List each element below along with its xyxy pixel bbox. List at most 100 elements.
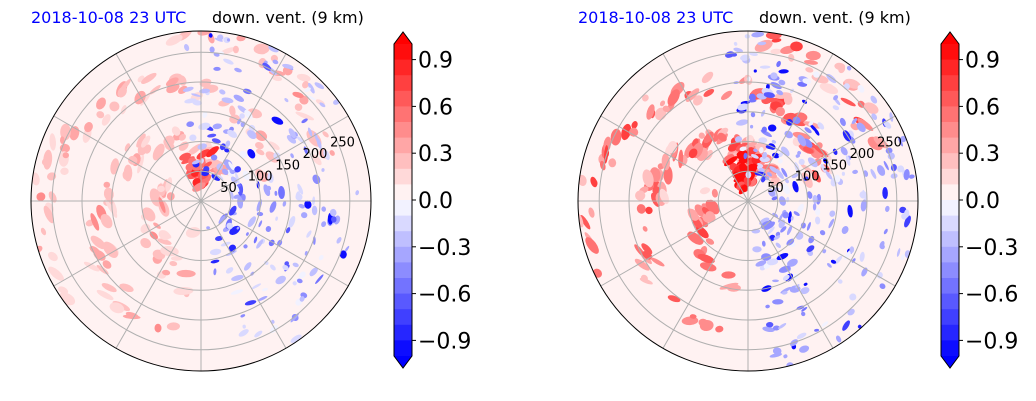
negative-cell — [758, 147, 764, 154]
negative-cell — [278, 186, 285, 199]
negative-cell — [778, 265, 791, 273]
positive-cell — [688, 148, 698, 159]
negative-cell — [767, 226, 775, 235]
negative-cell — [889, 112, 894, 122]
negative-cell — [270, 264, 276, 271]
panel-title-date: 2018-10-08 23 UTC — [31, 8, 187, 27]
positive-cell — [812, 144, 829, 157]
positive-cell — [857, 118, 874, 131]
negative-cell — [758, 137, 768, 144]
colorbar-level — [394, 324, 412, 341]
positive-cell — [144, 144, 152, 154]
radial-tick-label: 100 — [248, 170, 273, 185]
negative-cell — [750, 154, 759, 159]
negative-cell — [209, 46, 215, 53]
right-panel: 2018-10-08 23 UTC down. vent. (9 km) 50 1… — [547, 0, 1036, 401]
positive-cell — [109, 101, 120, 112]
negative-cell — [235, 172, 240, 185]
positive-cell — [101, 114, 111, 126]
colorbar-tick-label: 0.6 — [418, 95, 453, 120]
positive-cell — [788, 53, 795, 62]
positive-cell — [662, 105, 670, 113]
negative-cell — [225, 267, 234, 274]
negative-cell — [225, 165, 237, 173]
positive-cell — [873, 136, 889, 149]
grid-spoke — [662, 53, 749, 202]
negative-cell — [210, 154, 218, 161]
negative-cell — [336, 237, 342, 244]
colorbar-level — [941, 324, 959, 341]
negative-cell — [776, 253, 789, 261]
positive-cell — [838, 65, 846, 74]
negative-cell — [292, 281, 297, 286]
negative-cell — [262, 287, 268, 292]
negative-cell — [896, 248, 901, 257]
negative-cell — [856, 122, 866, 133]
negative-cell — [781, 167, 788, 178]
positive-cell — [96, 289, 114, 301]
positive-cell — [60, 123, 71, 141]
negative-cell — [775, 242, 781, 248]
colorbar-tick-label: 0.3 — [418, 142, 453, 167]
positive-cell — [705, 211, 716, 223]
negative-cell — [318, 255, 324, 261]
positive-cell — [302, 81, 309, 89]
negative-cell — [770, 72, 778, 80]
negative-cell — [292, 262, 299, 268]
negative-cell — [765, 304, 770, 309]
negative-cell — [239, 150, 247, 159]
grid-spoke — [747, 53, 834, 202]
positive-cell — [646, 104, 655, 120]
negative-cell — [744, 34, 751, 39]
negative-cell — [323, 149, 330, 161]
negative-cell — [192, 100, 202, 106]
negative-cell — [900, 254, 905, 261]
negative-cell — [236, 226, 240, 230]
positive-cell — [721, 90, 733, 101]
negative-cell — [244, 300, 257, 306]
negative-cell — [771, 139, 777, 144]
negative-cell — [800, 222, 806, 229]
negative-cell — [870, 95, 878, 104]
positive-cell — [90, 235, 106, 250]
positive-cell — [802, 146, 814, 154]
grid-spoke — [53, 200, 202, 287]
negative-cell — [781, 183, 790, 195]
negative-cell — [834, 255, 843, 265]
positive-cell — [31, 172, 40, 186]
negative-cell — [798, 158, 805, 165]
positive-cell — [578, 174, 587, 186]
positive-cell — [621, 123, 632, 141]
positive-cell — [689, 314, 697, 319]
negative-cell — [743, 152, 748, 160]
negative-cell — [861, 267, 868, 277]
radial-tick-label: 250 — [330, 136, 355, 151]
colorbar-level — [394, 215, 412, 232]
colorbar-level — [941, 246, 959, 263]
positive-cell — [140, 92, 151, 106]
positive-cell — [157, 238, 172, 245]
negative-cell — [329, 208, 337, 217]
negative-cell — [837, 279, 843, 284]
colorbar-level — [941, 168, 959, 185]
negative-cell — [803, 138, 813, 148]
negative-cell — [233, 94, 245, 102]
negative-cell — [801, 307, 808, 312]
colorbar-level — [941, 184, 959, 201]
negative-cell — [812, 203, 817, 211]
negative-cell — [228, 161, 235, 171]
negative-cell — [268, 45, 279, 53]
negative-cell — [785, 178, 789, 184]
negative-cell — [797, 203, 804, 214]
negative-cell — [331, 216, 337, 223]
grid-spoke — [747, 200, 896, 287]
positive-cell — [588, 207, 595, 218]
grid-spoke — [115, 200, 202, 349]
positive-cell — [142, 207, 156, 222]
negative-cell — [247, 129, 257, 140]
negative-cell — [775, 168, 784, 180]
negative-cell — [207, 133, 217, 138]
positive-cell — [771, 38, 782, 43]
positive-cell — [800, 164, 814, 174]
